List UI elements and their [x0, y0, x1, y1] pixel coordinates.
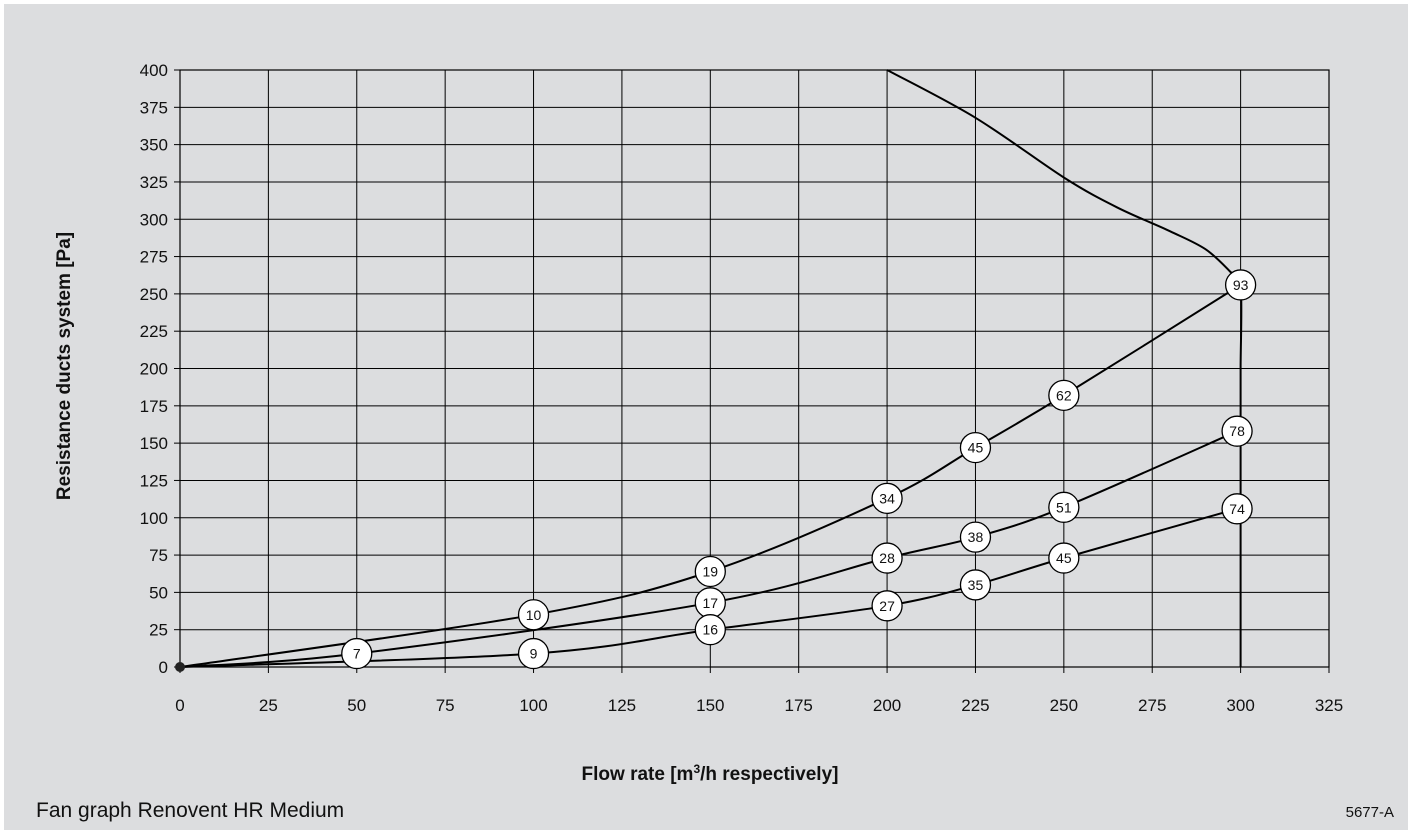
chart-caption: Fan graph Renovent HR Medium [36, 799, 345, 822]
y-tick-label: 175 [140, 397, 168, 416]
marker-label: 93 [1233, 277, 1249, 293]
y-tick-label: 250 [140, 285, 168, 304]
y-tick-label: 150 [140, 434, 168, 453]
y-tick-label: 275 [140, 248, 168, 267]
x-tick-label: 325 [1315, 696, 1343, 715]
x-tick-label: 250 [1050, 696, 1078, 715]
curve-marker [871, 590, 903, 622]
x-tick-label: 200 [873, 696, 901, 715]
y-tick-label: 125 [140, 471, 168, 490]
y-tick-label: 75 [149, 546, 168, 565]
curve-marker [1224, 269, 1257, 301]
x-tick-label: 225 [961, 696, 989, 715]
marker-label: 28 [879, 550, 895, 566]
curve-marker [1048, 379, 1080, 412]
marker-label: 34 [879, 490, 895, 506]
origin-point [175, 662, 185, 672]
x-tick-label: 300 [1226, 696, 1254, 715]
curve-marker [1048, 491, 1080, 523]
y-tick-label: 0 [159, 658, 168, 677]
marker-label: 45 [1056, 550, 1072, 566]
y-axis-title: Resistance ducts system [Pa] [54, 232, 75, 500]
curve-marker [341, 637, 373, 670]
curve-marker [694, 614, 726, 646]
marker-label: 7 [353, 646, 361, 662]
x-tick-label: 75 [436, 696, 455, 715]
x-tick-label: 100 [519, 696, 547, 715]
marker-label: 16 [703, 622, 719, 638]
chart-panel: 10 19 34 45 62 93 7 17 28 38 51 78 9 16 27 35 45 74 0 25 50… [4, 4, 1408, 830]
y-tick-label: 100 [140, 509, 168, 528]
curve-marker [517, 599, 550, 631]
curve-marker [871, 482, 903, 514]
y-tick-label: 350 [140, 136, 168, 155]
curve-marker [1221, 415, 1253, 447]
curve-marker [1221, 493, 1253, 525]
x-tick-label: 50 [347, 696, 366, 715]
marker-label: 62 [1056, 387, 1072, 403]
marker-label: 74 [1229, 501, 1245, 517]
curve-marker [959, 521, 992, 553]
x-tick-label: 125 [608, 696, 636, 715]
y-tick-label: 225 [140, 322, 168, 341]
y-tick-label: 50 [149, 583, 168, 602]
marker-label: 78 [1229, 423, 1245, 439]
curve-marker [959, 431, 992, 464]
curve-marker [959, 569, 992, 601]
marker-label: 10 [526, 607, 542, 623]
y-tick-label: 200 [140, 360, 168, 379]
y-tick-label: 375 [140, 98, 168, 117]
x-tick-label: 175 [785, 696, 813, 715]
marker-label: 35 [968, 577, 984, 593]
x-axis-title: Flow rate [m3/h respectively] [582, 762, 839, 785]
y-tick-label: 325 [140, 173, 168, 192]
x-tick-label: 275 [1138, 696, 1166, 715]
marker-label: 51 [1056, 499, 1072, 515]
x-tick-label: 150 [696, 696, 724, 715]
marker-label: 17 [703, 595, 719, 611]
curve-marker [871, 542, 903, 574]
curve-marker [694, 555, 726, 588]
marker-label: 19 [703, 563, 719, 579]
marker-label: 38 [968, 529, 984, 545]
y-tick-label: 25 [149, 621, 168, 640]
figure-code: 5677-A [1345, 804, 1394, 821]
y-tick-label: 300 [140, 210, 168, 229]
x-tick-label: 0 [175, 696, 184, 715]
curve-marker [517, 637, 550, 670]
y-tick-label: 400 [140, 61, 168, 80]
x-tick-label: 25 [259, 696, 278, 715]
marker-label: 9 [530, 646, 538, 662]
fan-graph-chart: 10 19 34 45 62 93 7 17 28 38 51 78 9 16 27 35 45 74 0 25 50… [54, 61, 1343, 785]
curve-marker [1048, 542, 1080, 574]
marker-label: 27 [879, 598, 895, 614]
marker-label: 45 [968, 440, 984, 456]
